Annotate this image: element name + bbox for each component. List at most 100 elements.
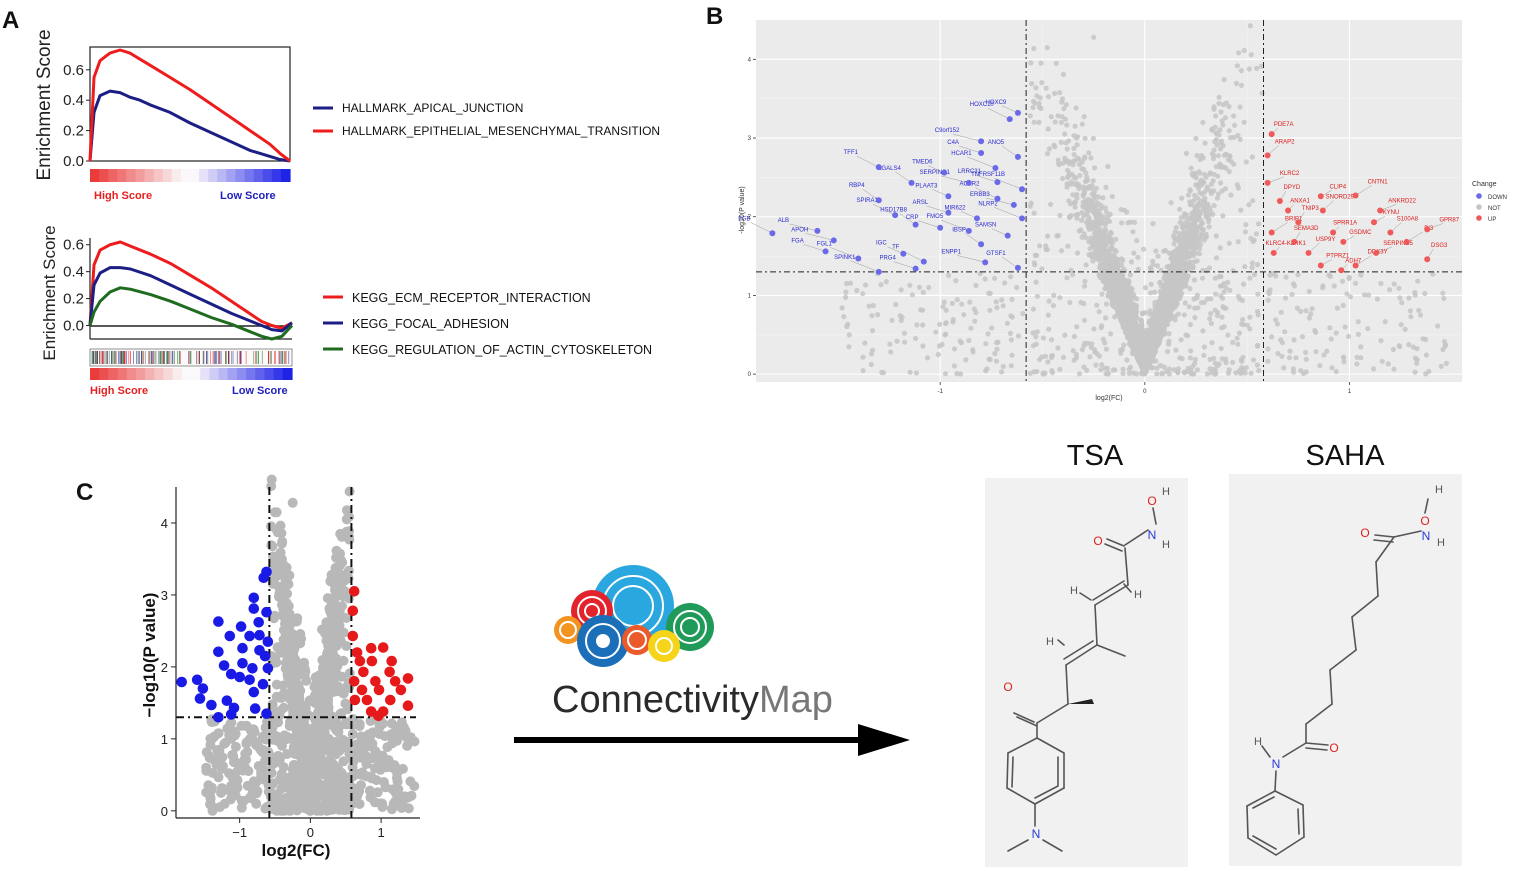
data-point-not xyxy=(1176,294,1182,300)
data-point-not xyxy=(1210,156,1217,162)
data-point-not xyxy=(1153,358,1159,364)
data-point-not xyxy=(1178,215,1184,221)
data-point-not xyxy=(1097,218,1103,224)
label-leader xyxy=(985,197,1014,206)
data-point-not xyxy=(847,280,854,286)
data-point-not xyxy=(1148,266,1154,272)
data-point-not xyxy=(1150,258,1156,264)
data-point-down xyxy=(992,164,999,171)
data-point-not xyxy=(1100,229,1106,235)
gene-label: PLAAT3 xyxy=(915,183,938,189)
data-point-not xyxy=(1251,271,1258,278)
data-point-not xyxy=(1218,273,1224,280)
data-point-not xyxy=(1233,370,1239,376)
data-point-not xyxy=(1046,326,1052,332)
data-point-not xyxy=(1345,333,1352,339)
data-point-not xyxy=(1086,150,1092,156)
data-point-not xyxy=(1082,278,1088,284)
data-point-not xyxy=(1173,299,1180,305)
data-point-not xyxy=(1365,326,1371,332)
data-point-not xyxy=(1008,363,1014,369)
gene-label: CNTN1 xyxy=(1368,179,1389,185)
gene-label: FGL1 xyxy=(817,241,833,247)
data-point-not xyxy=(1173,347,1179,353)
gene-label: FMO5 xyxy=(926,214,943,220)
data-point-not xyxy=(1255,291,1261,297)
data-point-not xyxy=(1141,246,1147,252)
y-axis-ticks: 0.00.20.40.6 xyxy=(63,237,90,335)
data-point-down xyxy=(908,179,915,186)
data-point-not xyxy=(1195,305,1201,311)
data-point-not xyxy=(1194,203,1200,209)
data-point-not xyxy=(1354,361,1360,367)
data-point-not xyxy=(1220,304,1226,310)
data-point-not xyxy=(1188,250,1194,256)
data-point-not xyxy=(1159,371,1165,377)
data-point-not xyxy=(1080,199,1086,205)
data-point-not xyxy=(1073,351,1079,358)
label-leader xyxy=(1355,185,1372,196)
data-point-not xyxy=(1073,105,1079,111)
data-point-up xyxy=(1371,219,1378,226)
data-point-not xyxy=(1094,302,1100,308)
data-point-not xyxy=(1055,157,1061,163)
data-point-not xyxy=(1279,353,1285,359)
data-point-not xyxy=(1133,296,1140,302)
x-tick-label: 1 xyxy=(1348,389,1352,395)
data-point-not xyxy=(967,299,973,305)
data-point-not xyxy=(1060,71,1067,77)
data-point-not xyxy=(1150,315,1156,321)
label-leader xyxy=(850,260,879,273)
gene-label: SERPINB5 xyxy=(1383,241,1413,247)
data-point-not xyxy=(1166,371,1172,377)
data-point-not xyxy=(1358,355,1364,361)
data-point-not xyxy=(1218,345,1224,352)
data-point-not xyxy=(1130,229,1136,235)
data-point-not xyxy=(1180,256,1186,262)
gene-label: GTSF1 xyxy=(986,251,1006,257)
data-point-not xyxy=(999,297,1005,303)
data-point-not xyxy=(1212,138,1218,145)
legend-entry-not: NOT xyxy=(1488,206,1501,212)
data-point-not xyxy=(1183,244,1189,250)
data-point-not xyxy=(1060,354,1067,360)
data-point-not xyxy=(893,301,899,308)
data-point-not xyxy=(1168,200,1174,206)
data-point-not xyxy=(1020,310,1026,317)
data-point-not xyxy=(1215,153,1221,159)
data-point-not xyxy=(1069,172,1075,178)
data-point-not xyxy=(1083,211,1090,218)
data-point-up xyxy=(1373,249,1380,256)
data-point-not xyxy=(1053,60,1059,66)
data-point-not xyxy=(1174,268,1180,274)
data-point-not xyxy=(1093,362,1099,368)
data-point-not xyxy=(1140,310,1146,316)
data-point-not xyxy=(1145,329,1151,335)
gradient-cell xyxy=(99,368,109,380)
data-point-not xyxy=(1114,303,1120,309)
data-point-not xyxy=(1105,163,1111,170)
gradient-cell xyxy=(126,368,137,380)
data-point-not xyxy=(1096,194,1102,200)
gene-label: GPR87 xyxy=(1439,217,1459,223)
data-point-not xyxy=(1135,266,1141,272)
data-point-down xyxy=(994,195,1001,202)
data-point-not xyxy=(1081,184,1087,190)
data-point-not xyxy=(1171,241,1177,247)
gene-label: FGB xyxy=(738,216,750,222)
data-point-not xyxy=(963,357,969,363)
data-point-not xyxy=(992,275,998,281)
data-point-not xyxy=(1036,104,1043,110)
data-point-not xyxy=(1093,185,1099,191)
data-point-not xyxy=(1226,168,1232,175)
data-point-not xyxy=(901,330,908,336)
data-point-not xyxy=(1027,113,1033,119)
data-point-not xyxy=(1175,366,1181,372)
data-point-not xyxy=(1295,272,1301,278)
data-point-not xyxy=(1102,205,1108,211)
data-point-not xyxy=(1399,300,1405,306)
data-point-not xyxy=(943,320,949,326)
data-point-not xyxy=(1126,341,1132,347)
data-point-not xyxy=(1074,191,1080,198)
data-point-not xyxy=(1087,223,1093,229)
